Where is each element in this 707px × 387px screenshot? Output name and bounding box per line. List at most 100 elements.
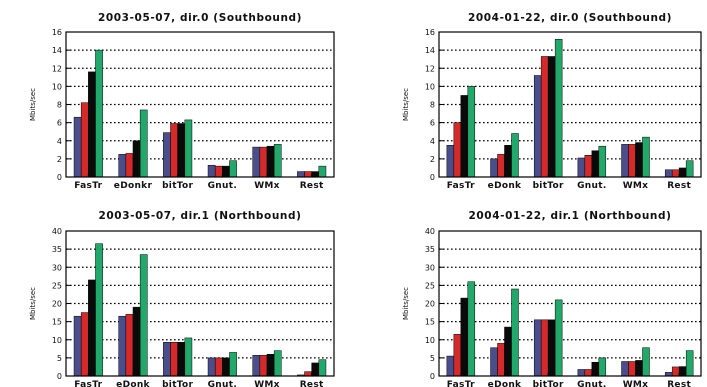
bar-rest-series-4 — [685, 160, 694, 178]
bar-edonk-series-3 — [504, 326, 512, 377]
bar-fastr-series-4 — [467, 281, 476, 377]
bar-edonk-series-3 — [132, 306, 141, 377]
bar-gnut-series-4 — [598, 145, 607, 178]
bar-bittor-series-1 — [533, 319, 542, 377]
x-tick-label: WMx — [623, 380, 649, 387]
y-tick-label: 8 — [57, 101, 62, 110]
bar-edonk-series-1 — [490, 347, 498, 377]
bar-edonk-series-4 — [511, 288, 519, 377]
y-axis-label: Mbits/sec — [402, 287, 410, 320]
bar-gnut-series-1 — [207, 164, 216, 178]
x-tick-label: eDonk — [488, 380, 522, 387]
bar-gnut-series-4 — [598, 357, 607, 377]
bar-wmx-series-2 — [628, 144, 636, 178]
y-tick-label: 4 — [430, 137, 435, 146]
x-tick-label: Rest — [300, 181, 324, 191]
bar-edonk-series-3 — [504, 145, 512, 178]
bar-fastr-series-1 — [73, 315, 82, 377]
x-tick-label: WMx — [254, 181, 280, 191]
bar-wmx-series-1 — [621, 144, 629, 178]
y-tick-label: 10 — [52, 82, 62, 91]
bar-wmx-series-4 — [642, 347, 650, 377]
bar-bittor-series-2 — [170, 342, 178, 377]
bar-wmx-series-1 — [621, 361, 629, 377]
bar-fastr-series-1 — [446, 145, 455, 178]
x-tick-label: Rest — [667, 181, 691, 191]
y-tick-label: 14 — [52, 46, 62, 55]
bar-fastr-series-1 — [73, 116, 82, 178]
bar-wmx-series-3 — [635, 142, 643, 178]
bar-wmx-series-2 — [259, 355, 268, 377]
bar-bittor-series-2 — [170, 123, 178, 178]
chart-title: 2003-05-07, dir.1 (Northbound) — [98, 210, 301, 222]
bar-edonk-series-2 — [497, 343, 505, 377]
y-tick-label: 10 — [425, 336, 435, 345]
chart-title: 2003-05-07, dir.0 (Southbound) — [98, 12, 302, 24]
bar-rest-series-2 — [304, 371, 312, 377]
bar-rest-series-4 — [685, 350, 694, 377]
y-tick-label: 10 — [52, 336, 62, 345]
y-axis-label: Mbits/sec — [29, 88, 37, 121]
bar-gnut-series-2 — [214, 357, 223, 377]
bar-gnut-series-1 — [207, 357, 216, 377]
y-tick-label: 6 — [430, 119, 435, 128]
y-tick-label: 0 — [57, 173, 62, 182]
x-tick-label: bitTor — [533, 181, 564, 191]
y-tick-label: 40 — [52, 227, 62, 236]
y-tick-label: 8 — [430, 101, 435, 110]
y-tick-label: 35 — [425, 245, 435, 254]
bar-wmx-series-4 — [273, 144, 282, 178]
y-tick-label: 12 — [425, 64, 435, 73]
bar-rest-series-3 — [678, 366, 687, 377]
y-tick-label: 4 — [57, 137, 62, 146]
bar-gnut-series-1 — [577, 369, 586, 377]
bar-bittor-series-1 — [163, 132, 171, 178]
bar-gnut-series-3 — [591, 150, 600, 178]
bar-fastr-series-2 — [453, 334, 462, 377]
bar-gnut-series-1 — [577, 157, 586, 178]
plot-frame — [65, 230, 335, 377]
bar-fastr-series-3 — [460, 297, 469, 377]
y-axis-label: Mbits/sec — [402, 88, 410, 121]
bar-gnut-series-3 — [222, 165, 230, 178]
y-tick-label: 2 — [57, 155, 62, 164]
bar-gnut-series-2 — [584, 369, 593, 377]
bar-edonkr-series-3 — [132, 140, 141, 178]
x-tick-label: FasTr — [74, 181, 102, 191]
x-tick-label: Gnut. — [208, 181, 237, 191]
y-tick-label: 2 — [430, 155, 435, 164]
y-tick-label: 30 — [425, 263, 435, 272]
bar-edonk-series-4 — [511, 133, 519, 178]
bar-fastr-series-4 — [95, 243, 103, 377]
bar-rest-series-2 — [671, 366, 680, 377]
plot-frame — [65, 31, 335, 178]
y-tick-label: 6 — [57, 119, 62, 128]
plot-frame — [438, 31, 702, 178]
bar-gnut-series-4 — [229, 160, 237, 178]
chart-panel-2: 2004-01-22, dir.0 (Southbound) Mbits/sec 0… — [402, 12, 702, 191]
x-tick-label: Gnut. — [577, 181, 606, 191]
bar-fastr-series-4 — [467, 86, 476, 178]
y-tick-label: 25 — [425, 281, 435, 290]
y-tick-label: 15 — [425, 318, 435, 327]
bar-rest-series-2 — [304, 171, 312, 178]
bar-gnut-series-3 — [591, 361, 600, 377]
bar-bittor-series-4 — [184, 337, 193, 377]
bar-edonk-series-1 — [118, 315, 127, 377]
x-tick-label: WMx — [623, 181, 649, 191]
y-tick-label: 16 — [52, 28, 62, 37]
y-tick-label: 0 — [430, 173, 435, 182]
chart-panel-4: 2004-01-22, dir.1 (Northbound) Mbits/sec 0… — [402, 210, 702, 387]
bar-fastr-series-2 — [80, 102, 89, 178]
bar-rest-series-1 — [297, 171, 305, 178]
bar-rest-series-4 — [318, 359, 327, 377]
x-tick-label: Rest — [667, 380, 691, 387]
bar-bittor-series-2 — [540, 319, 549, 377]
y-tick-label: 5 — [57, 354, 62, 363]
y-tick-label: 40 — [425, 227, 435, 236]
bar-wmx-series-4 — [642, 136, 650, 178]
chart-panel-3: 2003-05-07, dir.1 (Northbound) Mbits/sec 0… — [29, 210, 335, 387]
bar-gnut-series-2 — [214, 165, 223, 178]
bar-bittor-series-1 — [533, 75, 542, 178]
